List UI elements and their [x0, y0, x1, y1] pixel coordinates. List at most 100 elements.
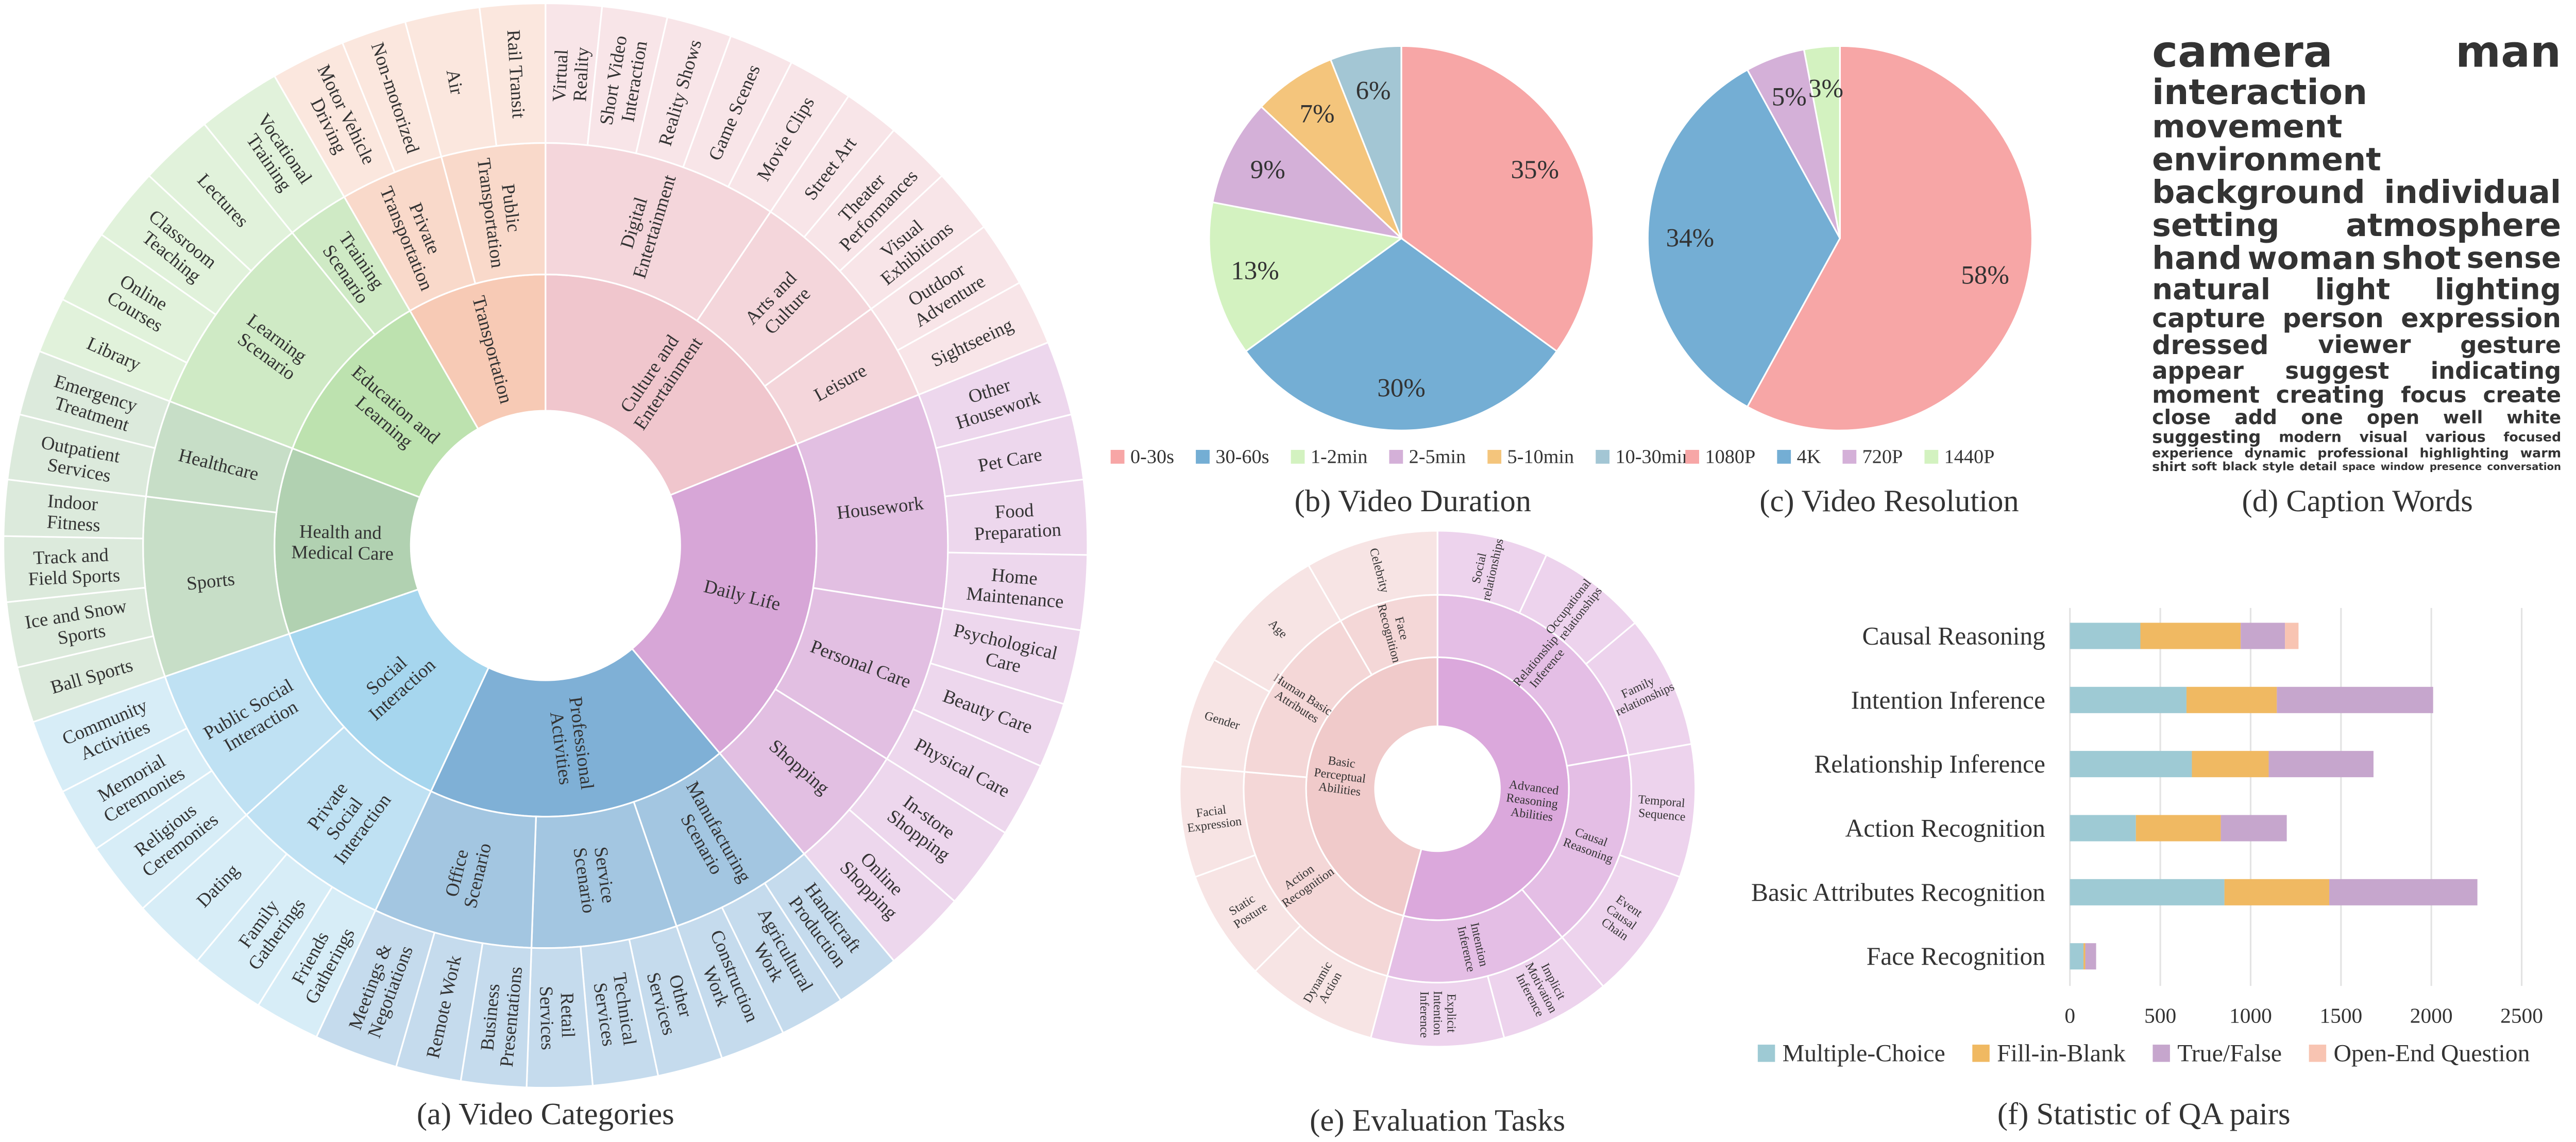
- legend-label: True/False: [2177, 1039, 2282, 1067]
- cloud-word: creating: [2276, 381, 2385, 408]
- chart-title: (b) Video Duration: [1295, 484, 1532, 518]
- cloud-word: expression: [2401, 303, 2561, 333]
- legend-label: 2-5min: [1409, 446, 1466, 467]
- pie-slice: [1803, 45, 1841, 239]
- cloud-word: highlighting: [2420, 445, 2509, 460]
- sunburst-segment: [1307, 530, 1438, 622]
- cloud-word: space: [2342, 461, 2375, 473]
- legend-swatch: [1757, 1045, 1775, 1062]
- bar: [2186, 686, 2277, 713]
- cloud-word: suggesting: [2152, 427, 2261, 447]
- cloud-word: create: [2483, 382, 2561, 407]
- cloud-word: setting: [2152, 207, 2279, 244]
- y-tick-label: Action Recognition: [1845, 814, 2045, 842]
- bar: [2268, 751, 2374, 778]
- segment-label: Food Preparation: [973, 498, 1062, 544]
- bar: [2083, 943, 2086, 970]
- cloud-word: lighting: [2435, 273, 2561, 307]
- cloud-word: experience: [2152, 445, 2233, 460]
- pie-slice: [1400, 45, 1595, 352]
- cloud-word: interaction: [2152, 72, 2367, 112]
- cloud-word: well: [2443, 407, 2483, 427]
- bar: [2285, 623, 2299, 649]
- bar: [2241, 623, 2285, 649]
- pie-slice: [1208, 201, 1403, 352]
- legend-swatch: [1777, 450, 1791, 464]
- cloud-word: woman: [2247, 240, 2376, 277]
- segment-label: Virtual Reality: [548, 44, 592, 104]
- cloud-word: add: [2234, 406, 2277, 429]
- bar: [2136, 815, 2221, 842]
- legend-label: 4K: [1797, 446, 1821, 467]
- y-tick-label: Face Recognition: [1867, 942, 2045, 970]
- pie-slice: [1211, 105, 1404, 240]
- legend-label: 0-30s: [1130, 446, 1174, 467]
- cloud-word: man: [2455, 26, 2561, 77]
- cloud-word: visual: [2360, 428, 2408, 445]
- cloud-word: individual: [2384, 174, 2562, 211]
- cloud-word: style: [2262, 460, 2294, 473]
- legend-swatch: [1596, 450, 1610, 464]
- chart-title: (f) Statistic of QA pairs: [1997, 1097, 2291, 1131]
- pie-label: 9%: [1250, 156, 1285, 184]
- bar: [2192, 751, 2269, 778]
- legend: Multiple-Choice Fill-in-Blank True/False Op…: [1757, 1039, 2530, 1067]
- sunburst-segment: [478, 2, 547, 147]
- bar: [2221, 815, 2287, 842]
- segment-label: Temporal Sequence: [1636, 793, 1688, 824]
- pie-slice: [1746, 45, 2033, 431]
- legend-swatch: [2153, 1045, 2170, 1062]
- bar: [2329, 879, 2478, 905]
- cloud-word: detail: [2299, 460, 2337, 473]
- cloud-word: dynamic: [2244, 445, 2306, 460]
- segment-label: Basic Perceptual Abilities: [1312, 752, 1371, 800]
- segment-label: Business Presentations: [474, 964, 526, 1068]
- legend-label: 1080P: [1705, 446, 1755, 467]
- cloud-word: indicating: [2431, 357, 2561, 384]
- legend-swatch: [1924, 450, 1939, 464]
- cloud-word: atmosphere: [2346, 207, 2561, 244]
- y-tick-label: Intention Inference: [1851, 686, 2045, 714]
- legend: 1080P 4K 720P 1440P: [1685, 446, 1994, 467]
- cloud-word: close: [2152, 406, 2211, 429]
- legend-swatch: [1291, 450, 1305, 464]
- x-tick-label: 2000: [2410, 1003, 2453, 1027]
- x-tick-label: 1000: [2229, 1003, 2272, 1027]
- cloud-word: conversation: [2487, 461, 2561, 473]
- bar: [2085, 943, 2096, 970]
- cloud-word: window: [2381, 461, 2425, 473]
- legend-label: 1440P: [1944, 446, 1995, 467]
- cloud-word: shirt: [2152, 459, 2186, 474]
- cloud-word: viewer: [2318, 331, 2411, 359]
- legend-swatch: [1972, 1045, 1990, 1062]
- legend-label: Multiple-Choice: [1783, 1039, 1945, 1067]
- chart-title: (e) Evaluation Tasks: [1310, 1103, 1565, 1138]
- bar: [2070, 879, 2225, 905]
- cloud-word: presence: [2430, 461, 2482, 473]
- segment-label: Sports: [185, 568, 235, 594]
- cloud-word: environment: [2152, 141, 2381, 178]
- pie-label: 58%: [1961, 261, 2009, 290]
- cloud-word: person: [2282, 303, 2383, 333]
- cloud-word: appear: [2152, 357, 2244, 384]
- cloud-word: capture: [2152, 303, 2265, 333]
- legend: 0-30s 30-60s 1-2min 2-5min 5-10min 10-30min: [1110, 446, 1692, 467]
- pie-label: 34%: [1666, 224, 1714, 253]
- cloud-word: modern: [2279, 428, 2342, 445]
- x-tick-label: 1500: [2319, 1003, 2362, 1027]
- pie-slice: [1260, 58, 1402, 239]
- pie-label: 35%: [1511, 156, 1559, 184]
- legend-label: 5-10min: [1507, 446, 1574, 467]
- legend-label: 30-60s: [1215, 446, 1269, 467]
- pie-label: 13%: [1231, 257, 1279, 286]
- cloud-word: sense: [2467, 242, 2561, 275]
- y-tick-label: Basic Attributes Recognition: [1751, 878, 2045, 906]
- cloud-word: focus: [2401, 382, 2466, 407]
- bar: [2070, 943, 2084, 970]
- cloud-word: white: [2506, 407, 2561, 427]
- chart-title: (c) Video Resolution: [1759, 484, 2019, 518]
- y-tick-label: Relationship Inference: [1814, 750, 2045, 778]
- cloud-word: black: [2223, 460, 2258, 473]
- segment-label: Track and Field Sports: [27, 543, 121, 589]
